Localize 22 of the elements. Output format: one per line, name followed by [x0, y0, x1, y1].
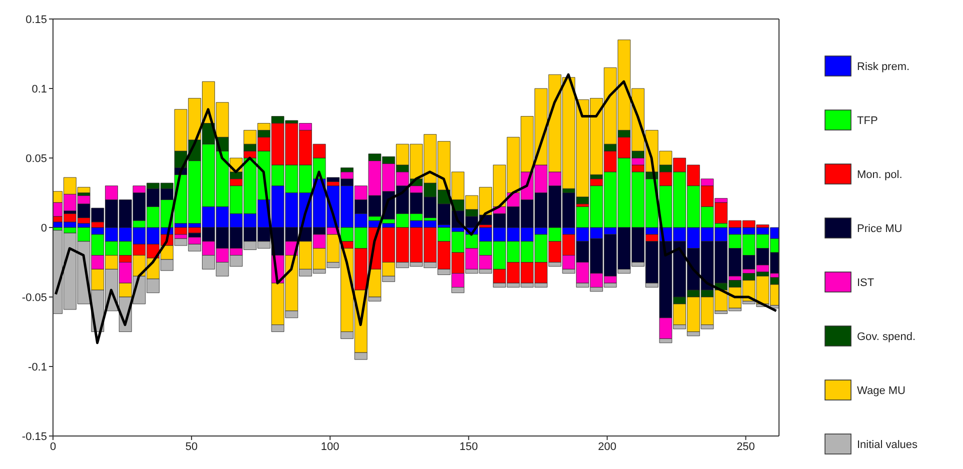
legend-label: IST — [857, 277, 874, 289]
legend-label: Initial values — [857, 439, 918, 451]
y-tick-label: 0.05 — [26, 152, 47, 165]
y-tick-label: 0.15 — [26, 14, 47, 26]
y-tick-label: 0 — [40, 222, 47, 234]
line-series — [54, 73, 778, 344]
legend-label: TFP — [857, 115, 878, 127]
x-tick-label: 50 — [185, 440, 198, 453]
x-tick-label: 200 — [598, 440, 616, 453]
x-tick-label: 100 — [320, 440, 340, 453]
legend-label: Mon. pol. — [857, 169, 902, 181]
x-tick-label: 250 — [736, 440, 755, 453]
legend-label: Wage MU — [857, 385, 906, 397]
legend-label: Price MU — [857, 223, 902, 235]
y-tick-label: -0.15 — [22, 430, 47, 443]
y-tick-label: 0.1 — [32, 83, 47, 96]
legend-label: Risk prem. — [857, 61, 910, 73]
legend-label: Gov. spend. — [857, 331, 916, 343]
y-tick-label: -0.1 — [28, 361, 47, 374]
x-tick-label: 0 — [50, 440, 56, 453]
x-tick-label: 150 — [459, 440, 478, 453]
y-tick-label: -0.05 — [22, 292, 47, 304]
